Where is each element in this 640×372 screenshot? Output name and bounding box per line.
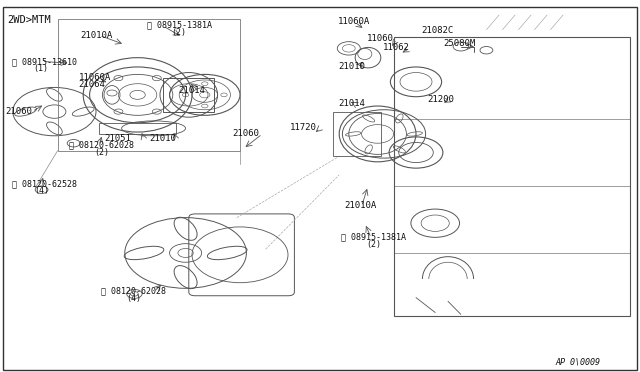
Text: 11062: 11062 <box>383 43 410 52</box>
Text: 11060: 11060 <box>367 34 394 43</box>
Text: 21014: 21014 <box>178 86 205 95</box>
Text: 11060A: 11060A <box>79 73 111 82</box>
Text: Ⓝ 08915-1381A: Ⓝ 08915-1381A <box>147 21 212 30</box>
Text: 21064: 21064 <box>79 80 106 89</box>
Bar <box>99 123 176 134</box>
Text: (4): (4) <box>34 186 49 195</box>
Text: Ⓝ 08915-13610: Ⓝ 08915-13610 <box>12 57 77 66</box>
Text: 21014: 21014 <box>338 99 365 108</box>
Text: Ⓑ 08120-62028: Ⓑ 08120-62028 <box>69 141 134 150</box>
Text: (4): (4) <box>127 294 141 303</box>
Text: 11060A: 11060A <box>338 17 370 26</box>
Text: (2): (2) <box>172 28 186 37</box>
Bar <box>58 19 240 151</box>
Text: 21200: 21200 <box>428 95 454 104</box>
Text: 21082C: 21082C <box>421 26 453 35</box>
Text: (2): (2) <box>367 240 381 249</box>
Text: Ⓑ 08120-62028: Ⓑ 08120-62028 <box>101 287 166 296</box>
Text: (2): (2) <box>95 148 109 157</box>
Bar <box>394 37 630 316</box>
Text: 21010: 21010 <box>149 134 176 143</box>
Text: AP 0\0009: AP 0\0009 <box>556 357 600 366</box>
Text: 21010A: 21010A <box>80 31 112 40</box>
Text: 21051: 21051 <box>104 134 131 143</box>
Text: Ⓑ 08120-62528: Ⓑ 08120-62528 <box>12 179 77 188</box>
Text: 11720: 11720 <box>290 123 317 132</box>
Text: 25080M: 25080M <box>444 39 476 48</box>
Bar <box>333 112 381 156</box>
Text: 21060: 21060 <box>232 129 259 138</box>
Text: Ⓝ 08915-1381A: Ⓝ 08915-1381A <box>341 233 406 242</box>
Text: 2WD>MTM: 2WD>MTM <box>8 16 51 25</box>
Bar <box>163 78 214 112</box>
Text: 21010: 21010 <box>338 62 365 71</box>
Text: (1): (1) <box>33 64 48 73</box>
Text: 21010A: 21010A <box>344 201 376 210</box>
Text: 21060: 21060 <box>5 107 32 116</box>
